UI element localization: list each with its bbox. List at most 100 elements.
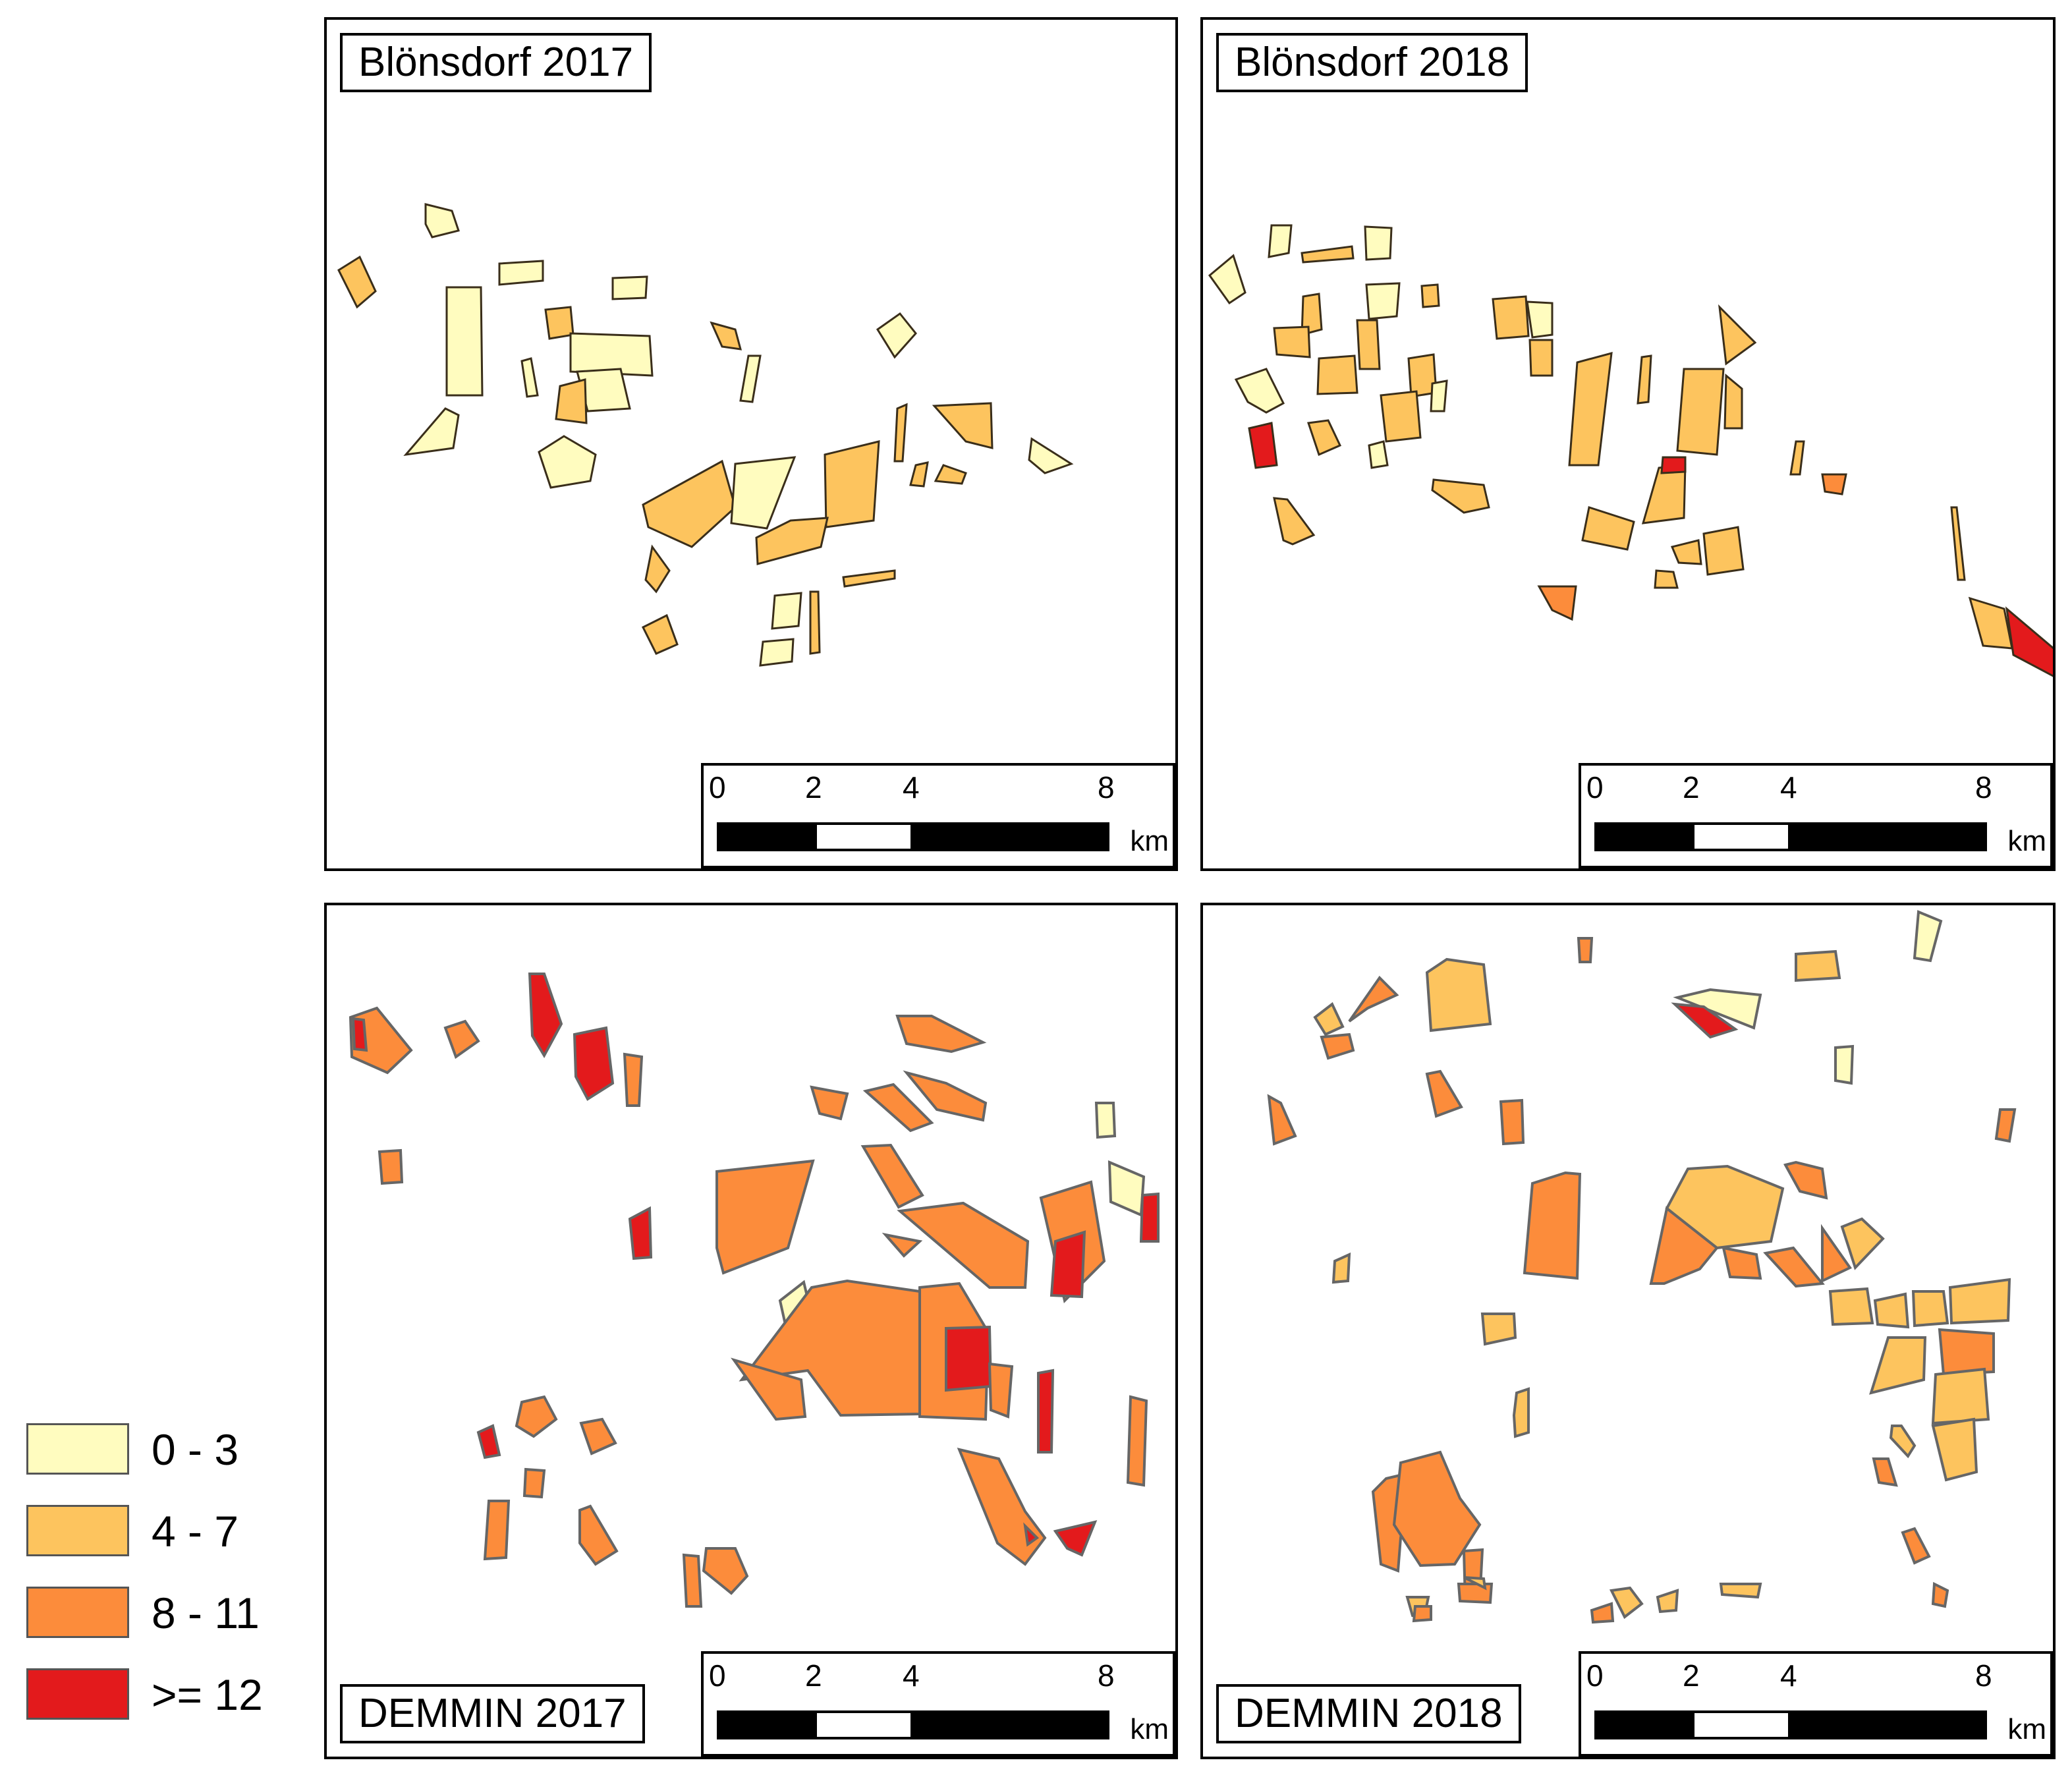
scale-bar-graphic [1594, 1710, 1987, 1739]
field-polygon [476, 1424, 501, 1459]
field-polygon [1037, 1369, 1055, 1454]
field-polygon [1273, 497, 1316, 546]
field-polygon [1320, 1032, 1355, 1060]
field-polygon [809, 590, 821, 655]
scale-tick-8: 8 [1098, 1658, 1115, 1693]
field-polygon [862, 1083, 934, 1133]
map-title: Blönsdorf 2017 [340, 33, 652, 93]
field-polygon [569, 332, 654, 377]
field-polygon [483, 1500, 511, 1561]
field-map [337, 203, 1074, 667]
field-polygon [932, 402, 994, 449]
field-polygon [1053, 1520, 1098, 1557]
scale-tick-0: 0 [1586, 770, 1604, 805]
field-polygon [755, 517, 829, 565]
field-polygon [730, 456, 797, 530]
map-panel-blonsdorf-2017: Blönsdorf 2017 0 2 4 8 km [324, 17, 1178, 871]
field-polygon [578, 1504, 619, 1566]
field-polygon [1392, 1450, 1482, 1567]
field-polygon [1307, 419, 1342, 457]
field-polygon [644, 544, 671, 594]
scale-tick-8: 8 [1975, 1658, 1992, 1693]
field-polygon [895, 1015, 987, 1054]
field-polygon [1364, 225, 1393, 261]
field-polygon [1273, 325, 1311, 358]
legend-label: 4 - 7 [152, 1507, 239, 1556]
field-polygon [1671, 1002, 1739, 1039]
field-polygon [1463, 1576, 1487, 1591]
legend-swatch-8-11 [26, 1587, 129, 1638]
field-polygon [1301, 293, 1323, 336]
scale-tick-2: 2 [1683, 770, 1700, 805]
scale-bar: 0 2 4 8 km [1579, 763, 2053, 868]
field-polygon [1901, 1527, 1931, 1565]
field-polygon [1789, 440, 1805, 476]
map-panel-demmin-2017: DEMMIN 2017 0 2 4 8 km [324, 903, 1178, 1759]
field-polygon [403, 407, 460, 457]
field-polygon [1581, 506, 1635, 551]
field-polygon [1267, 1094, 1297, 1146]
field-polygon [349, 1006, 413, 1075]
scale-bar-graphic [1594, 822, 1987, 851]
field-polygon [1526, 300, 1554, 339]
field-polygon [1380, 390, 1422, 443]
field-polygon [1670, 539, 1702, 565]
field-polygon [1931, 1367, 1990, 1425]
field-polygon [641, 613, 679, 655]
legend-item: 4 - 7 [26, 1505, 316, 1568]
scale-tick-2: 2 [805, 770, 822, 805]
field-polygon [824, 440, 880, 528]
field-polygon [731, 1357, 807, 1421]
field-polygon [522, 1467, 546, 1499]
legend-item: >= 12 [26, 1668, 316, 1732]
scale-tick-8: 8 [1975, 770, 1992, 805]
field-polygon [1523, 1171, 1582, 1280]
field-polygon [378, 1148, 404, 1185]
field-polygon [1719, 1583, 1762, 1599]
field-polygon [1913, 910, 1943, 963]
field-map [1267, 910, 2017, 1624]
map-title: DEMMIN 2018 [1216, 1683, 1521, 1743]
field-polygon [1420, 283, 1440, 308]
field-polygon [1821, 1224, 1852, 1284]
field-polygon [1430, 380, 1448, 412]
field-polygon [882, 1232, 923, 1258]
field-polygon [1656, 1589, 1679, 1614]
field-polygon [1492, 295, 1530, 340]
field-polygon [424, 203, 460, 239]
field-polygon [1948, 1278, 2011, 1325]
field-polygon [1023, 1522, 1040, 1547]
field-polygon [628, 1206, 653, 1260]
field-polygon [810, 1085, 849, 1121]
field-polygon [2005, 606, 2053, 677]
field-polygon [1126, 1395, 1148, 1487]
field-polygon [1676, 368, 1725, 456]
field-polygon [1356, 319, 1381, 370]
scale-tick-2: 2 [1683, 1658, 1700, 1693]
scale-tick-4: 4 [903, 1658, 920, 1693]
field-polygon [611, 275, 648, 300]
field-polygon [739, 354, 762, 403]
field-polygon [1783, 1160, 1828, 1200]
scale-tick-8: 8 [1098, 770, 1115, 805]
field-polygon [909, 461, 929, 488]
field-polygon [945, 1325, 993, 1392]
legend-label: >= 12 [152, 1670, 263, 1719]
field-map [1208, 224, 2053, 677]
field-polygon [1331, 1252, 1351, 1284]
field-polygon [1577, 937, 1594, 963]
field-polygon [1208, 254, 1246, 305]
field-polygon [1950, 506, 1966, 581]
legend: 0 - 3 4 - 7 8 - 11 >= 12 [26, 1423, 316, 1739]
field-polygon [1512, 1387, 1530, 1438]
map-title: DEMMIN 2017 [340, 1683, 645, 1743]
legend-item: 0 - 3 [26, 1423, 316, 1486]
field-polygon [579, 1417, 617, 1455]
scale-bar: 0 2 4 8 km [1579, 1651, 2053, 1757]
field-polygon [1609, 1586, 1644, 1620]
field-polygon [1248, 422, 1278, 469]
map-panel-demmin-2018: DEMMIN 2018 0 2 4 8 km [1200, 903, 2056, 1759]
field-polygon [1834, 1044, 1855, 1085]
field-polygon [1938, 1328, 1995, 1376]
field-polygon [1590, 1602, 1615, 1624]
